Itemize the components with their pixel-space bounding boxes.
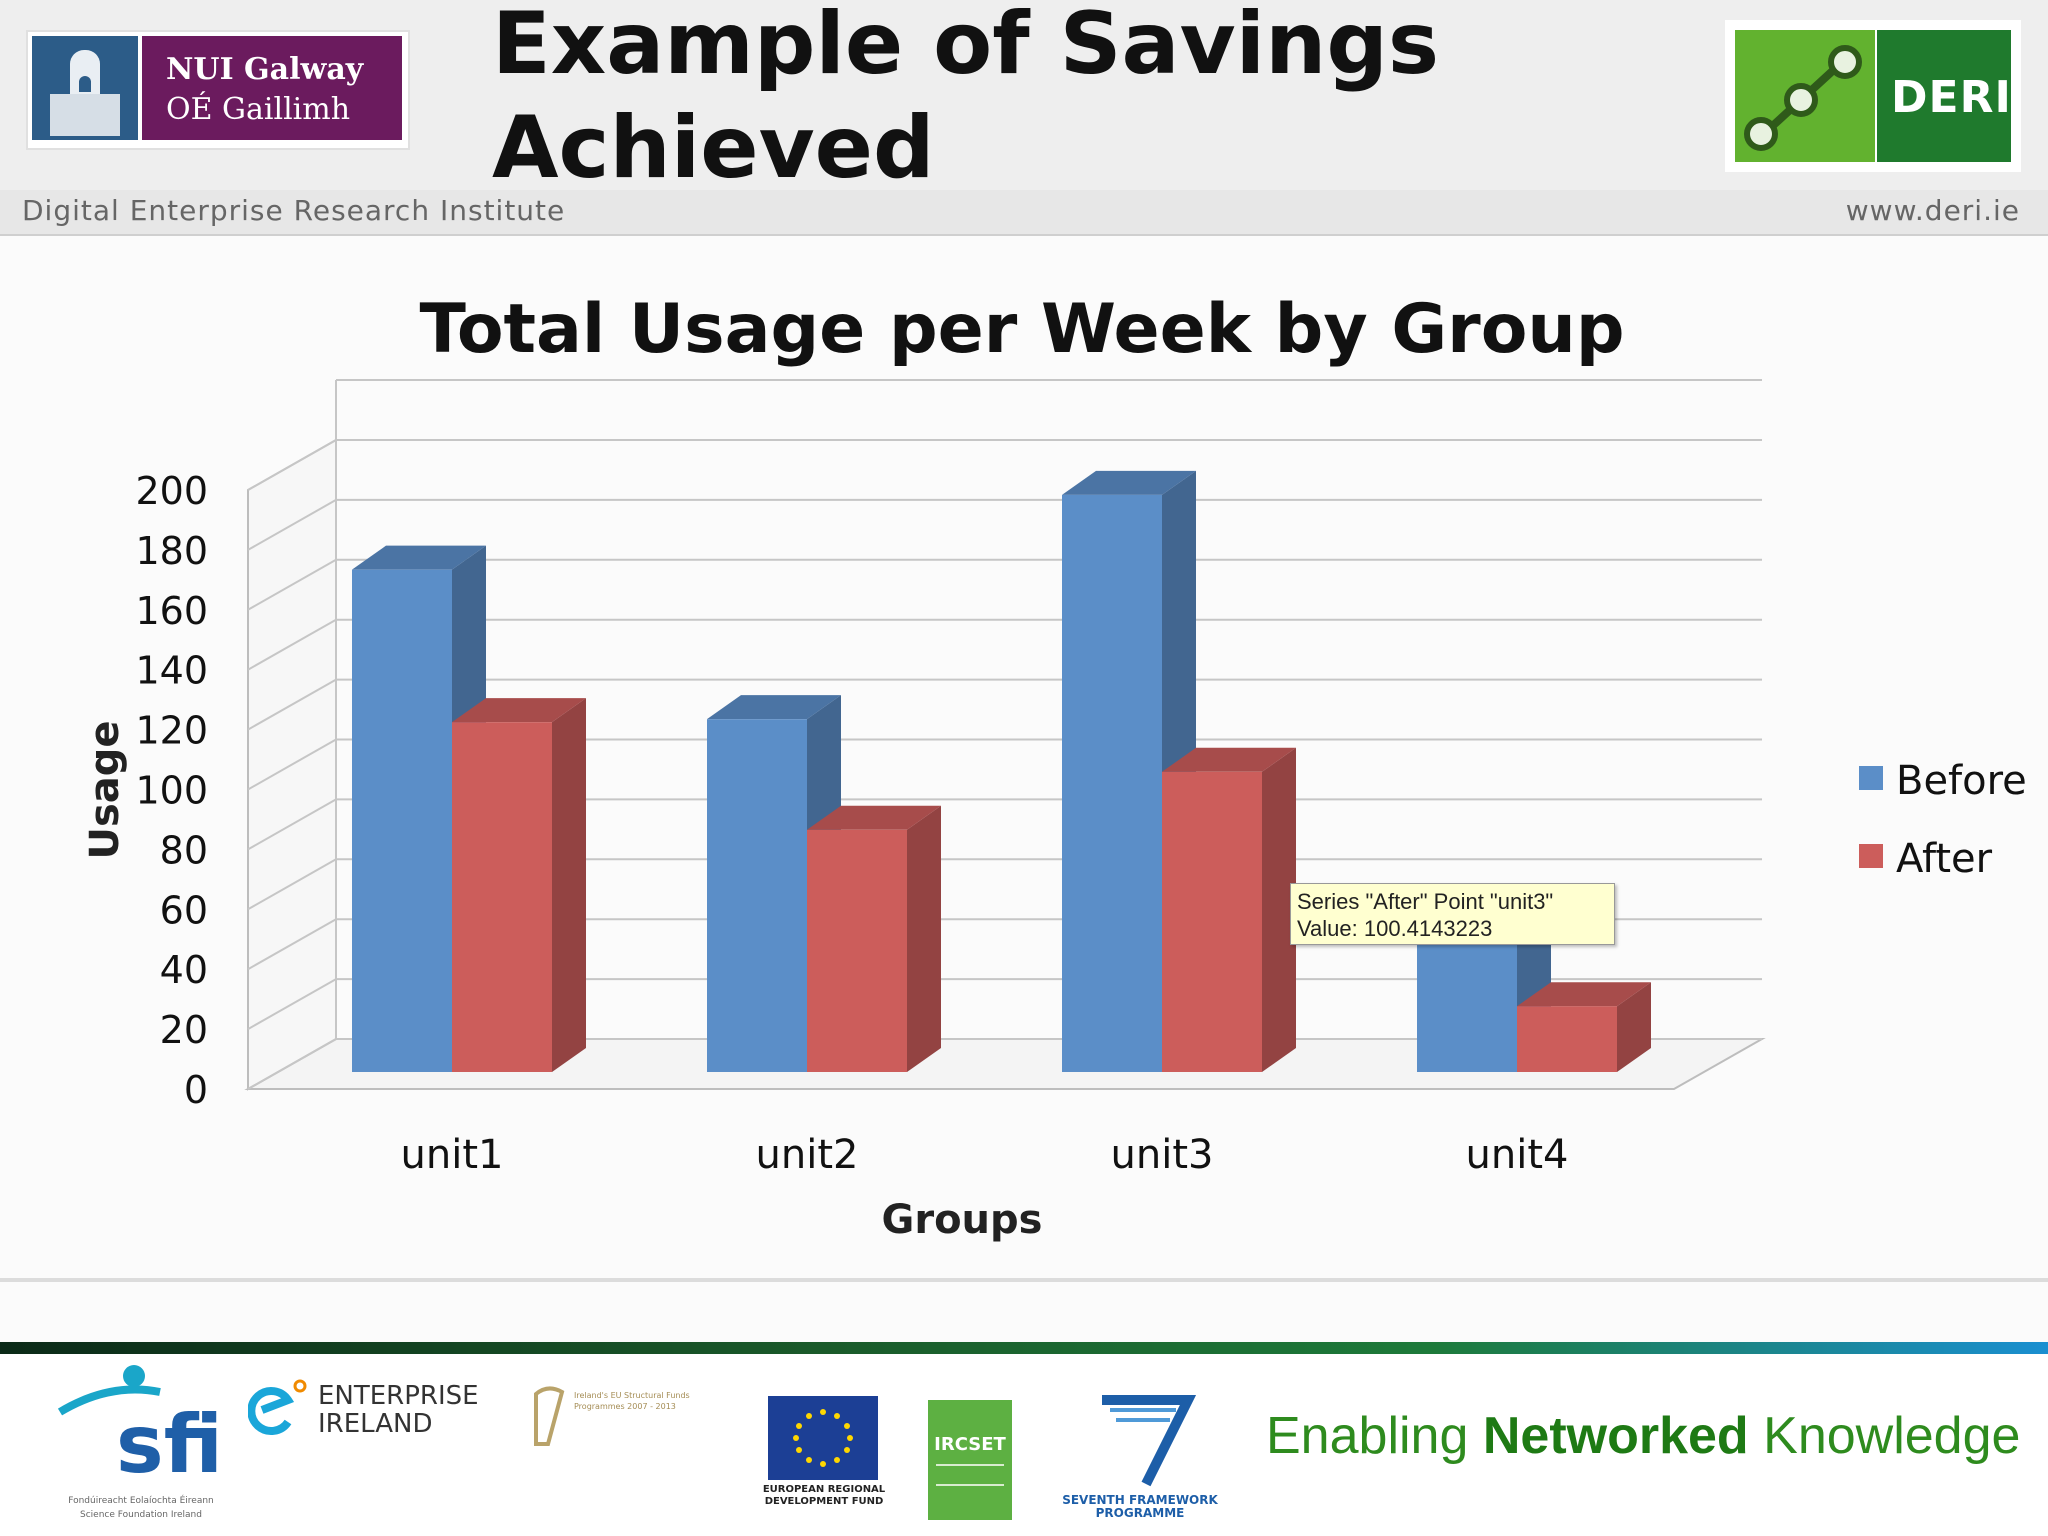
bar-before-unit3: [1062, 494, 1162, 1072]
deri-logo: DERI: [1725, 20, 2021, 172]
bar-top: [1062, 470, 1196, 495]
x-axis-label: Groups: [882, 1197, 1043, 1243]
website-url: www.deri.ie: [1845, 194, 2020, 227]
chart-legend: Before After: [1859, 758, 2027, 882]
bar-side: [552, 698, 586, 1072]
erdf-logo: EUROPEAN REGIONAL DEVELOPMENT FUND: [762, 1396, 885, 1507]
slide-title-line2: Achieved: [492, 98, 935, 198]
enterprise-ireland-logo: ENTERPRISE IRELAND: [248, 1376, 479, 1456]
bar-before-unit1: [352, 569, 452, 1072]
legend-swatch: [1859, 844, 1883, 868]
bar-after-unit4: [1517, 1006, 1617, 1072]
sfi-text: sfi: [116, 1398, 220, 1482]
erdf-line2: DEVELOPMENT FUND: [764, 1496, 884, 1507]
sfi-swoosh-icon: sfi: [57, 1365, 223, 1491]
tagline-bold: Networked: [1482, 1407, 1749, 1465]
y-tick-label: 20: [160, 1008, 208, 1052]
bar-side: [907, 805, 941, 1072]
structural-funds-logo: Ireland's EU Structural Funds Programmes…: [528, 1384, 718, 1454]
x-tick-label: unit1: [401, 1132, 504, 1178]
header-info-bar: Digital Enterprise Research Institute ww…: [0, 190, 2048, 236]
tooltip-series-line: Series "After" Point "unit3": [1297, 889, 1554, 914]
nui-galway-logo: NUI Galway OÉ Gaillimh: [26, 30, 410, 150]
y-tick-label: 100: [135, 769, 208, 813]
gridline: [247, 498, 1762, 551]
bar-after-unit1: [452, 722, 552, 1072]
legend-label: Before: [1896, 758, 2027, 804]
tagline-post: Knowledge: [1748, 1407, 2021, 1465]
bar-top: [1162, 747, 1296, 772]
nui-logo-line1: NUI Galway: [166, 52, 364, 87]
fp7-line2: PROGRAMME: [1095, 1506, 1185, 1520]
bar-before-unit4: [1417, 937, 1517, 1072]
harp-icon: [534, 1386, 565, 1446]
erdf-line1: EUROPEAN REGIONAL: [762, 1484, 886, 1495]
enterprise-ireland-line2: IRELAND: [318, 1409, 433, 1439]
ircset-logo: IRCSET: [928, 1400, 1012, 1520]
y-tick-label: 60: [160, 888, 208, 932]
y-tick-label: 140: [135, 649, 208, 693]
gridline: [247, 439, 1762, 491]
bar-top: [1517, 982, 1651, 1007]
enterprise-ireland-line1: ENTERPRISE: [318, 1381, 479, 1411]
ircset-text: IRCSET: [934, 1434, 1006, 1455]
fp7-logo: SEVENTH FRAMEWORK PROGRAMME: [1060, 1394, 1220, 1524]
tagline-pre: Enabling: [1266, 1407, 1483, 1465]
y-tick-label: 200: [135, 469, 208, 513]
y-tick-label: 80: [160, 828, 208, 872]
bar-side: [1617, 982, 1651, 1072]
bar-chart: Total Usage per Week by Group 0 20 40 60 80 1…: [82, 290, 2027, 1243]
legend-label: After: [1896, 836, 1993, 882]
structural-funds-text: Ireland's EU Structural Funds Programmes…: [574, 1391, 690, 1411]
fp7-seven-icon: [1102, 1395, 1196, 1487]
y-tick-label: 0: [184, 1068, 208, 1112]
tower-icon: [32, 36, 138, 140]
tagline: Enabling Networked Knowledge: [1266, 1406, 2020, 1466]
linked-dots-icon: [1735, 30, 1875, 162]
slide-title-line1: Example of Savings: [492, 0, 1440, 94]
bar-top: [452, 698, 586, 723]
bar-top: [352, 545, 486, 570]
bar-after-unit3: [1162, 771, 1262, 1072]
chart-tooltip: Series "After" Point "unit3" Value: 100.…: [1290, 883, 1615, 945]
sfi-sub1: Fondúireacht Eolaíochta Éireann: [68, 1496, 214, 1506]
y-tick-label: 120: [135, 709, 208, 753]
bar-after-unit2: [807, 829, 907, 1072]
y-tick-label: 40: [160, 948, 208, 992]
slide-footer: sfi Fondúireacht Eolaíochta Éireann Scie…: [0, 1354, 2048, 1536]
chart-bars: [352, 470, 1651, 1072]
bar-top: [707, 695, 841, 720]
y-tick-label: 180: [135, 529, 208, 573]
fp7-line1: SEVENTH FRAMEWORK: [1062, 1493, 1218, 1507]
slide-header: NUI Galway OÉ Gaillimh Example of Saving…: [0, 0, 2048, 198]
footer-band: [0, 1342, 2048, 1354]
bar-before-unit2: [707, 719, 807, 1072]
x-tick-label: unit4: [1466, 1132, 1569, 1178]
legend-swatch: [1859, 766, 1883, 790]
x-tick-label: unit3: [1111, 1132, 1214, 1178]
institute-name: Digital Enterprise Research Institute: [22, 194, 566, 227]
eu-flag-icon: [768, 1396, 878, 1480]
chart-title: Total Usage per Week by Group: [419, 290, 1624, 369]
y-tick-label: 160: [135, 589, 208, 633]
tooltip-value-line: Value: 100.4143223: [1297, 916, 1493, 941]
sfi-logo: sfi Fondúireacht Eolaíochta Éireann Scie…: [50, 1362, 223, 1532]
enterprise-ireland-icon: [248, 1379, 307, 1435]
deri-logo-text: DERI: [1891, 72, 2012, 123]
y-axis-ticks: 0 20 40 60 80 100 120 140 160 180 200: [135, 469, 208, 1112]
bar-top: [807, 805, 941, 830]
x-tick-label: unit2: [756, 1132, 859, 1178]
y-axis-label: Usage: [82, 720, 128, 859]
nui-logo-line2: OÉ Gaillimh: [166, 92, 351, 127]
content-divider: [0, 1278, 2048, 1282]
bar-side: [1262, 747, 1296, 1072]
sfi-sub2: Science Foundation Ireland: [80, 1510, 202, 1520]
slide-title: Example of Savings Achieved: [492, 0, 1439, 200]
x-axis-ticks: unit1 unit2 unit3 unit4: [401, 1132, 1569, 1178]
